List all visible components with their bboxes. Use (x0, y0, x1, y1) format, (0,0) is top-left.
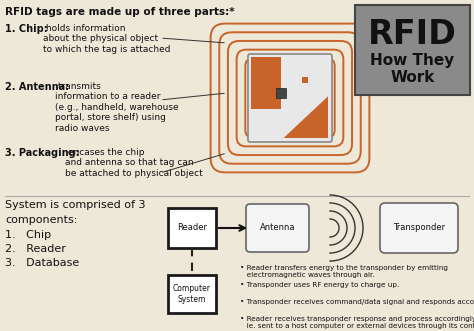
Text: 1. Chip:: 1. Chip: (5, 24, 48, 34)
Bar (355, 5, 470, 95)
Text: Antenna: Antenna (260, 223, 295, 232)
Text: How They: How They (370, 54, 455, 69)
Bar (168, 275, 216, 313)
Text: RFID tags are made up of three parts:*: RFID tags are made up of three parts:* (5, 7, 235, 17)
FancyBboxPatch shape (246, 204, 309, 252)
Text: 3. Packaging:: 3. Packaging: (5, 148, 80, 158)
Text: RFID: RFID (368, 19, 457, 52)
Bar (168, 208, 216, 248)
Text: • Transponder uses RF energy to charge up.: • Transponder uses RF energy to charge u… (240, 282, 399, 288)
Bar (251, 57, 282, 109)
Text: Reader: Reader (177, 223, 207, 232)
FancyBboxPatch shape (380, 203, 458, 253)
Bar (276, 88, 286, 98)
Text: 3.   Database: 3. Database (5, 258, 79, 268)
Text: Work: Work (390, 71, 435, 85)
Text: Computer
System: Computer System (173, 284, 211, 304)
Text: 1.   Chip: 1. Chip (5, 230, 51, 240)
Text: 2.   Reader: 2. Reader (5, 244, 66, 254)
Polygon shape (283, 96, 328, 138)
Text: 2. Antenna:: 2. Antenna: (5, 82, 69, 92)
Text: • Reader receives transponder response and process accordingly
   ie. sent to a : • Reader receives transponder response a… (240, 316, 474, 329)
Text: transmits
information to a reader
(e.g., handheld, warehouse
portal, store shelf: transmits information to a reader (e.g.,… (55, 82, 179, 133)
Text: holds information
about the physical object
to which the tag is attached: holds information about the physical obj… (43, 24, 171, 54)
Text: encases the chip
and antenna so that tag can
be attached to physical object: encases the chip and antenna so that tag… (65, 148, 203, 178)
Text: Transponder: Transponder (393, 223, 445, 232)
Text: System is comprised of 3: System is comprised of 3 (5, 200, 146, 210)
Text: • Reader transfers energy to the transponder by emitting
   electromagnetic wave: • Reader transfers energy to the transpo… (240, 265, 448, 278)
FancyBboxPatch shape (248, 54, 332, 142)
Text: components:: components: (5, 215, 77, 225)
Text: • Transponder receives command/data signal and responds accordingly: • Transponder receives command/data sign… (240, 299, 474, 305)
Bar (302, 77, 308, 83)
